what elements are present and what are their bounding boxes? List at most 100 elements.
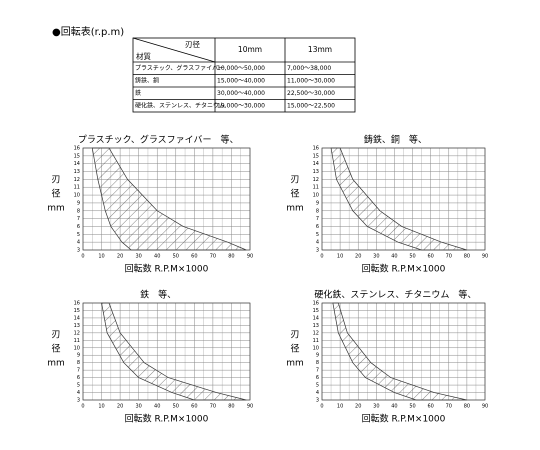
y-tick-label: 6 bbox=[77, 224, 80, 230]
table-cell: 10,000〜50,000 bbox=[217, 65, 265, 72]
x-axis-label: 回転数 R.P.M×1000 bbox=[362, 413, 446, 425]
y-axis-label: 径 bbox=[290, 188, 299, 200]
y-tick-label: 6 bbox=[316, 224, 319, 230]
x-tick-label: 30 bbox=[135, 254, 141, 260]
table-cell: 19,000〜30,000 bbox=[217, 102, 265, 109]
x-tick-label: 60 bbox=[191, 254, 197, 260]
y-tick-label: 7 bbox=[77, 368, 80, 374]
y-tick-label: 16 bbox=[74, 146, 80, 152]
x-tick-label: 30 bbox=[135, 404, 141, 410]
plot-border bbox=[82, 147, 251, 251]
speed-band bbox=[101, 302, 247, 401]
y-tick-label: 13 bbox=[74, 323, 80, 329]
x-tick-label: 50 bbox=[173, 404, 179, 410]
x-tick-label: 10 bbox=[98, 404, 104, 410]
x-tick-label: 90 bbox=[247, 254, 253, 260]
y-tick-label: 7 bbox=[316, 216, 319, 222]
y-tick-label: 12 bbox=[74, 177, 80, 183]
x-tick-label: 90 bbox=[482, 404, 488, 410]
x-tick-label: 40 bbox=[154, 404, 160, 410]
y-tick-label: 10 bbox=[74, 345, 80, 351]
x-tick-label: 70 bbox=[446, 404, 452, 410]
x-tick-label: 40 bbox=[391, 254, 397, 260]
y-axis-label: 径 bbox=[51, 343, 60, 355]
y-tick-label: 5 bbox=[316, 232, 319, 238]
y-tick-label: 9 bbox=[77, 353, 80, 359]
x-tick-label: 70 bbox=[210, 404, 216, 410]
y-tick-label: 9 bbox=[316, 353, 319, 359]
x-axis-label: 回転数 R.P.M×1000 bbox=[125, 263, 209, 275]
y-tick-label: 13 bbox=[74, 169, 80, 175]
x-tick-label: 20 bbox=[117, 254, 123, 260]
speed-band bbox=[330, 147, 467, 251]
y-tick-label: 16 bbox=[74, 301, 80, 307]
x-tick-label: 10 bbox=[98, 254, 104, 260]
chart-title: 鉄 等、 bbox=[140, 289, 176, 301]
table-cell: 鋳鉄、銅 bbox=[135, 76, 159, 84]
table-cell: 15,000〜22,500 bbox=[287, 102, 335, 109]
x-tick-label: 70 bbox=[446, 254, 452, 260]
y-axis-label: mm bbox=[286, 204, 304, 214]
y-tick-label: 11 bbox=[74, 185, 80, 191]
y-axis-label: 刃 bbox=[51, 176, 60, 186]
table-cell: 30,000〜40,000 bbox=[217, 90, 265, 97]
y-axis-label: 径 bbox=[290, 343, 299, 355]
y-tick-label: 12 bbox=[313, 330, 319, 336]
y-tick-label: 11 bbox=[313, 185, 319, 191]
y-tick-label: 11 bbox=[313, 338, 319, 344]
table-cell: プラスチック、グラスファイバー bbox=[135, 64, 224, 72]
y-tick-label: 15 bbox=[74, 308, 80, 314]
table-cell: 22,500〜30,000 bbox=[287, 90, 335, 97]
x-tick-label: 50 bbox=[409, 404, 415, 410]
y-tick-label: 14 bbox=[74, 315, 80, 321]
plot-border bbox=[321, 302, 486, 401]
y-axis-label: 刃 bbox=[290, 331, 299, 341]
y-tick-label: 8 bbox=[316, 208, 319, 214]
x-tick-label: 70 bbox=[210, 254, 216, 260]
y-tick-label: 13 bbox=[313, 169, 319, 175]
x-tick-label: 0 bbox=[81, 404, 84, 410]
y-tick-label: 11 bbox=[74, 338, 80, 344]
y-tick-label: 5 bbox=[77, 383, 80, 389]
x-tick-label: 30 bbox=[373, 404, 379, 410]
y-tick-label: 15 bbox=[313, 308, 319, 314]
y-tick-label: 3 bbox=[77, 398, 80, 404]
x-tick-label: 90 bbox=[482, 254, 488, 260]
y-axis-label: mm bbox=[47, 204, 65, 214]
y-tick-label: 3 bbox=[77, 248, 80, 254]
x-tick-label: 80 bbox=[228, 254, 234, 260]
x-axis-label: 回転数 R.P.M×1000 bbox=[125, 413, 209, 425]
y-tick-label: 7 bbox=[316, 368, 319, 374]
table-border bbox=[132, 37, 356, 113]
table-cell: 15,000〜40,000 bbox=[217, 77, 265, 84]
y-tick-label: 9 bbox=[316, 200, 319, 206]
y-tick-label: 12 bbox=[313, 177, 319, 183]
x-tick-label: 0 bbox=[81, 254, 84, 260]
x-tick-label: 80 bbox=[464, 404, 470, 410]
x-tick-label: 50 bbox=[173, 254, 179, 260]
chart-title: 鋳鉄、銅 等、 bbox=[364, 134, 427, 146]
y-tick-label: 13 bbox=[313, 323, 319, 329]
table-cell: 7,000〜38,000 bbox=[287, 65, 331, 72]
x-tick-label: 60 bbox=[191, 404, 197, 410]
y-tick-label: 14 bbox=[74, 161, 80, 167]
chart-title: 硬化鉄、ステンレス、チタニウム 等、 bbox=[314, 289, 476, 301]
x-tick-label: 0 bbox=[320, 254, 323, 260]
y-tick-label: 4 bbox=[316, 390, 319, 396]
table-diagonal bbox=[132, 37, 216, 63]
x-tick-label: 40 bbox=[391, 404, 397, 410]
y-tick-label: 5 bbox=[77, 232, 80, 238]
chart-title: プラスチック、グラスファイバー 等、 bbox=[78, 134, 239, 146]
y-tick-label: 7 bbox=[77, 216, 80, 222]
x-tick-label: 20 bbox=[355, 404, 361, 410]
speed-band bbox=[91, 147, 247, 251]
x-tick-label: 60 bbox=[427, 254, 433, 260]
table-cell: 鉄 bbox=[135, 89, 141, 97]
y-axis-label: 径 bbox=[51, 188, 60, 200]
y-tick-label: 4 bbox=[77, 390, 80, 396]
speed-band bbox=[332, 302, 467, 401]
y-tick-label: 12 bbox=[74, 330, 80, 336]
y-axis-label: mm bbox=[47, 359, 65, 369]
plot-border bbox=[321, 147, 486, 251]
